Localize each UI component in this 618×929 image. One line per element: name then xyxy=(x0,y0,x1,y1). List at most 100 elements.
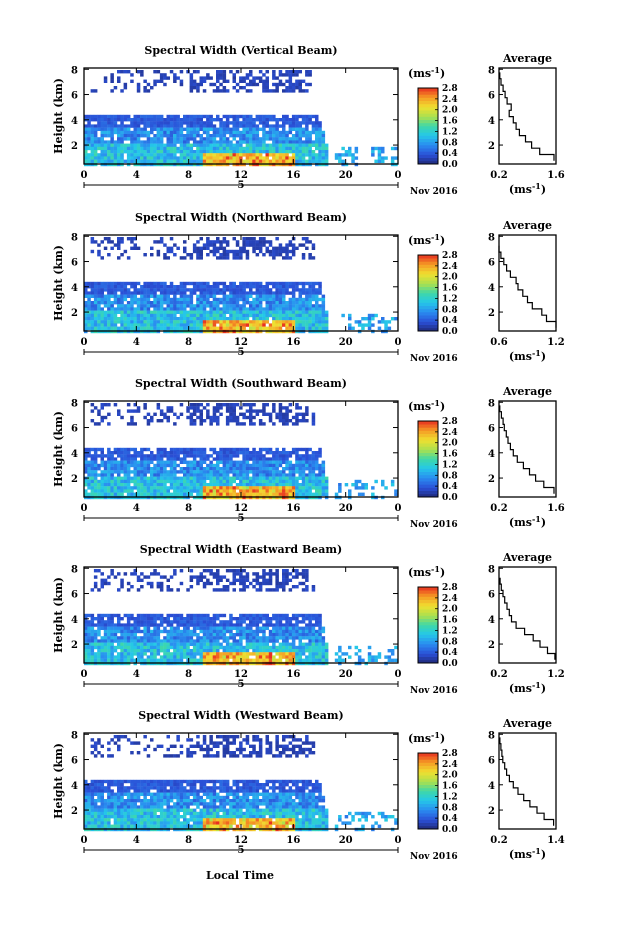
heatmap-cell xyxy=(308,323,312,327)
heatmap-cell xyxy=(159,454,164,458)
heatmap-cell xyxy=(216,649,220,653)
heatmap-cell xyxy=(87,636,91,640)
heatmap-cell xyxy=(232,323,236,327)
heatmap-cell xyxy=(192,243,197,247)
heatmap-cell xyxy=(130,419,134,423)
heatmap-cell xyxy=(169,285,174,289)
heatmap-cell xyxy=(275,447,279,452)
heatmap-cell xyxy=(199,575,203,579)
heatmap-cell xyxy=(130,153,134,157)
heatmap-cell xyxy=(354,479,359,484)
heatmap-cell xyxy=(97,143,101,147)
heatmap-cell xyxy=(93,489,98,493)
heatmap-cell xyxy=(179,124,184,128)
heatmap-cell xyxy=(173,451,177,455)
heatmap-cell xyxy=(348,146,352,151)
heatmap-cell xyxy=(291,467,296,471)
heatmap-cell xyxy=(123,645,128,650)
heatmap-cell xyxy=(315,317,319,321)
heatmap-cell xyxy=(249,422,253,426)
heatmap-cell xyxy=(206,124,210,128)
heatmap-cell xyxy=(84,623,88,627)
heatmap-cell xyxy=(176,649,180,653)
heatmap-cell xyxy=(140,320,144,324)
heatmap-cell xyxy=(179,281,184,286)
heatmap-cell xyxy=(166,639,170,643)
heatmap-cell xyxy=(219,403,223,407)
heatmap-cell xyxy=(156,447,161,452)
heatmap-cell xyxy=(97,127,101,131)
heatmap-cell xyxy=(268,281,273,286)
heatmap-cell xyxy=(255,253,260,257)
heatmap-cell xyxy=(357,492,362,496)
heatmap-cell xyxy=(318,291,322,295)
heatmap-cell xyxy=(120,326,124,330)
heatmap-cell xyxy=(100,492,104,496)
heatmap-cell xyxy=(179,470,184,474)
heatmap-cell xyxy=(159,655,164,659)
x-tick-label: 20 xyxy=(339,337,353,348)
heatmap-cell xyxy=(239,246,243,250)
heatmap-cell xyxy=(216,636,220,640)
heatmap-cell xyxy=(120,626,124,630)
heatmap-cell xyxy=(189,613,194,618)
heatmap-cell xyxy=(183,317,187,321)
heatmap-cell xyxy=(225,118,230,122)
heatmap-cell xyxy=(348,150,352,154)
heatmap-cell xyxy=(225,476,230,480)
heatmap-cell xyxy=(305,134,309,138)
heatmap-cell xyxy=(285,246,289,250)
heatmap-cell xyxy=(87,642,91,646)
heatmap-cell xyxy=(252,486,256,490)
heatmap-cell xyxy=(176,658,180,662)
heatmap-cell xyxy=(239,291,243,295)
heatmap-cell xyxy=(97,294,101,298)
heatmap-cell xyxy=(143,476,147,480)
heatmap-cell xyxy=(262,409,266,413)
heatmap-cell xyxy=(278,451,283,455)
heatmap-cell xyxy=(232,150,236,154)
heatmap-cell xyxy=(282,134,286,138)
heatmap-cell xyxy=(192,310,197,314)
heatmap-cell xyxy=(275,326,279,330)
heatmap-cell xyxy=(206,326,210,330)
heatmap-cell xyxy=(110,143,114,147)
heatmap-cell xyxy=(186,140,190,144)
heatmap-cell xyxy=(146,326,151,330)
heatmap-cell xyxy=(126,114,131,119)
heatmap-cell xyxy=(84,326,88,330)
heatmap-cell xyxy=(206,578,210,582)
heatmap-cell xyxy=(179,652,184,656)
heatmap-cell xyxy=(196,143,200,147)
heatmap-cell xyxy=(153,626,157,630)
heatmap-cell xyxy=(265,118,269,122)
heatmap-cell xyxy=(103,118,108,122)
heatmap-cell xyxy=(216,291,220,295)
heatmap-cell xyxy=(232,285,236,289)
heatmap-cell xyxy=(301,159,306,163)
heatmap-cell xyxy=(212,467,217,471)
x-tick-label: 0 xyxy=(395,337,402,348)
heatmap-cell xyxy=(156,310,161,314)
heatmap-cell xyxy=(97,645,101,650)
heatmap-cell xyxy=(120,649,124,653)
heatmap-cell xyxy=(278,492,283,496)
heatmap-cell xyxy=(150,489,154,493)
heatmap-cell xyxy=(232,159,236,163)
heatmap-cell xyxy=(100,140,104,144)
heatmap-cell xyxy=(166,146,170,151)
heatmap-cell xyxy=(84,626,88,630)
heatmap-cell xyxy=(117,156,121,160)
heatmap-cell xyxy=(113,658,118,662)
heatmap-cell xyxy=(140,140,144,144)
heatmap-cell xyxy=(113,243,118,247)
heatmap-cell xyxy=(285,288,289,292)
heatmap-cell xyxy=(199,620,203,624)
heatmap-cell xyxy=(136,476,141,480)
heatmap-cell xyxy=(176,134,180,138)
heatmap-cell xyxy=(199,454,203,458)
heatmap-cell xyxy=(84,153,88,157)
heatmap-cell xyxy=(179,288,184,292)
heatmap-cell xyxy=(159,658,164,662)
heatmap-cell xyxy=(324,317,329,321)
